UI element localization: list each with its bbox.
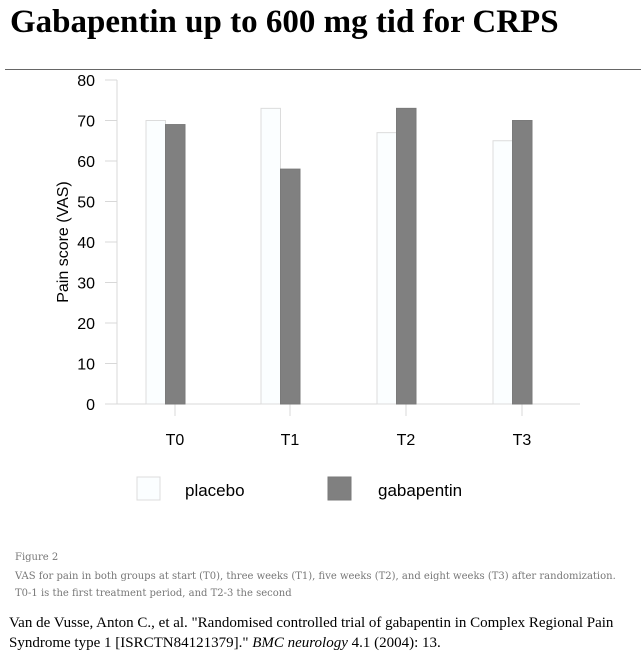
x-tick-label: T1 bbox=[281, 432, 300, 449]
legend-swatch-placebo bbox=[136, 476, 161, 501]
y-tick-label: 0 bbox=[86, 397, 95, 414]
citation-tail: 4.1 (2004): 13. bbox=[347, 635, 441, 651]
bar-gabapentin-T1 bbox=[280, 168, 301, 405]
y-tick-label: 70 bbox=[77, 114, 95, 131]
bar-gabapentin-T0 bbox=[165, 124, 186, 405]
bar-chart: 0 10 20 30 40 50 60 70 80 Pain score (VAS) T0 T1 T2 T… bbox=[55, 73, 580, 501]
x-tick-label: T0 bbox=[166, 432, 185, 449]
bar-placebo-T3 bbox=[492, 140, 513, 405]
bar-gabapentin-T2 bbox=[396, 107, 417, 405]
legend-label-gabapentin: gabapentin bbox=[378, 481, 462, 500]
y-tick-label: 10 bbox=[77, 357, 95, 374]
page-title: Gabapentin up to 600 mg tid for CRPS bbox=[10, 4, 559, 40]
legend: placebo gabapentin bbox=[136, 476, 462, 501]
citation-journal: BMC neurology bbox=[252, 635, 348, 651]
y-tick-label: 80 bbox=[77, 73, 95, 90]
divider bbox=[5, 69, 641, 70]
legend-swatch-gabapentin bbox=[327, 476, 352, 501]
x-tick-label: T2 bbox=[397, 432, 416, 449]
citation-text: Van de Vusse, Anton C., et al. "Randomis… bbox=[9, 615, 614, 651]
bar-gabapentin-T3 bbox=[512, 120, 533, 405]
y-axis-label: Pain score (VAS) bbox=[55, 181, 72, 303]
citation: Van de Vusse, Anton C., et al. "Randomis… bbox=[9, 613, 634, 653]
bar-placebo-T1 bbox=[260, 107, 281, 405]
bar-placebo-T0 bbox=[145, 120, 166, 405]
figure-caption: VAS for pain in both groups at start (T0… bbox=[15, 571, 616, 599]
legend-label-placebo: placebo bbox=[185, 481, 245, 500]
y-tick-label: 40 bbox=[77, 235, 95, 252]
y-tick-label: 30 bbox=[77, 276, 95, 293]
bars bbox=[145, 107, 533, 405]
y-tick-label: 20 bbox=[77, 316, 95, 333]
bar-placebo-T2 bbox=[376, 132, 397, 405]
axes: 0 10 20 30 40 50 60 70 80 Pain score (VAS) T0 T1 T2 T… bbox=[55, 73, 580, 449]
y-tick-label: 60 bbox=[77, 154, 95, 171]
y-tick-label: 50 bbox=[77, 195, 95, 212]
x-tick-label: T3 bbox=[513, 432, 532, 449]
figure-label: Figure 2 bbox=[15, 552, 59, 563]
